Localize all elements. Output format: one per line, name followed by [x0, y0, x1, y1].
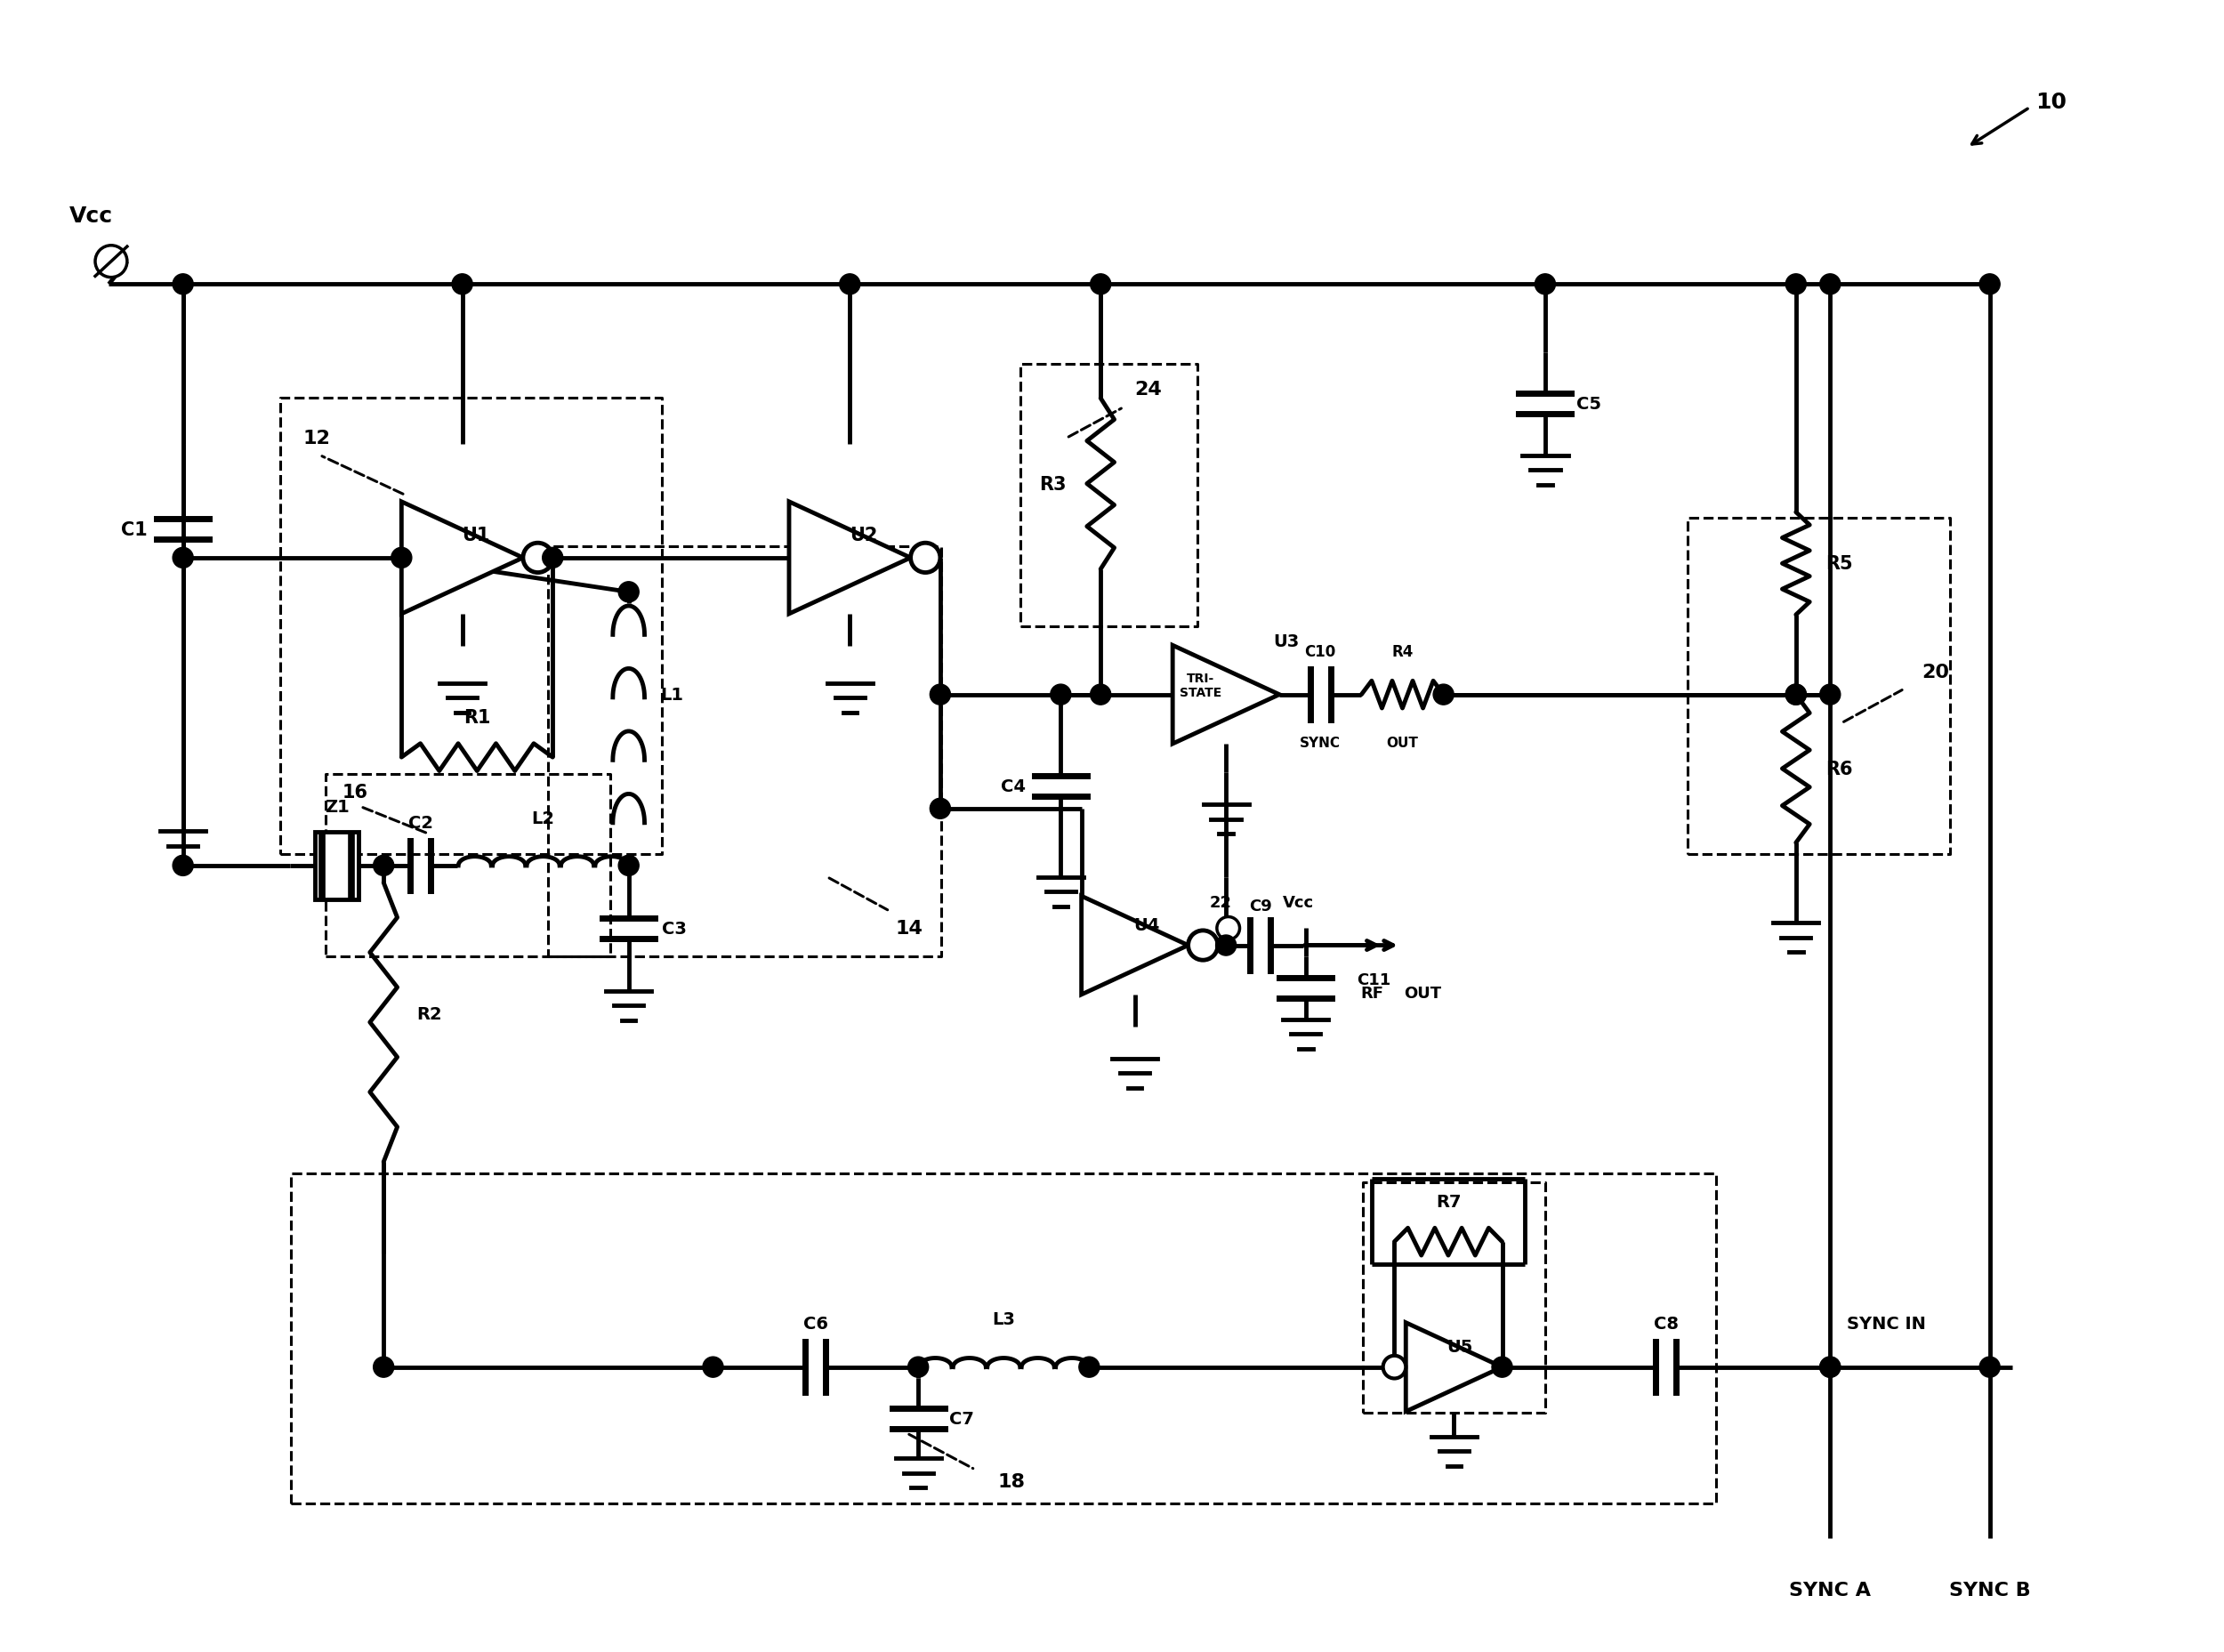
Circle shape [1786, 684, 1806, 705]
Text: C7: C7 [950, 1411, 974, 1427]
Text: C6: C6 [803, 1315, 827, 1332]
Text: OUT: OUT [1403, 986, 1441, 1001]
Text: U4: U4 [1134, 917, 1159, 933]
Circle shape [523, 544, 552, 573]
Text: C11: C11 [1357, 971, 1390, 988]
Circle shape [1535, 274, 1555, 296]
Circle shape [173, 548, 193, 568]
Text: C1: C1 [120, 520, 147, 539]
Text: TRI-
STATE: TRI- STATE [1181, 672, 1221, 699]
Text: U1: U1 [463, 527, 489, 545]
Text: SYNC B: SYNC B [1948, 1581, 2031, 1597]
Circle shape [841, 274, 861, 296]
Text: C10: C10 [1305, 644, 1337, 659]
Text: Vcc: Vcc [69, 206, 113, 226]
Text: U2: U2 [850, 527, 878, 545]
Text: R4: R4 [1392, 644, 1412, 659]
Circle shape [1819, 1356, 1841, 1378]
Circle shape [1979, 1356, 1999, 1378]
Circle shape [451, 274, 471, 296]
Text: 12: 12 [302, 430, 329, 448]
Circle shape [1432, 684, 1454, 705]
Polygon shape [1081, 897, 1188, 995]
Circle shape [1819, 684, 1841, 705]
Circle shape [1217, 917, 1239, 940]
Circle shape [1819, 274, 1841, 296]
Circle shape [618, 582, 638, 603]
Text: C9: C9 [1250, 897, 1272, 914]
Circle shape [1217, 935, 1237, 957]
Polygon shape [1172, 646, 1279, 743]
Circle shape [930, 684, 950, 705]
Circle shape [930, 798, 950, 819]
Polygon shape [403, 502, 523, 615]
Circle shape [1786, 684, 1806, 705]
Text: SYNC: SYNC [1299, 737, 1341, 750]
Polygon shape [790, 502, 910, 615]
Text: OUT: OUT [1386, 737, 1419, 750]
Text: R2: R2 [416, 1006, 443, 1023]
Text: C2: C2 [409, 814, 434, 831]
Circle shape [1383, 1356, 1406, 1378]
Circle shape [391, 548, 411, 568]
Text: L1: L1 [661, 687, 683, 704]
Text: L2: L2 [532, 809, 554, 826]
Text: 14: 14 [896, 920, 923, 937]
Text: 24: 24 [1134, 380, 1163, 398]
Circle shape [173, 274, 193, 296]
Text: C5: C5 [1577, 396, 1601, 413]
Circle shape [910, 544, 941, 573]
Circle shape [1079, 1356, 1099, 1378]
Circle shape [543, 548, 563, 568]
Text: R3: R3 [1039, 476, 1065, 492]
Text: R6: R6 [1826, 760, 1853, 778]
Circle shape [1492, 1356, 1512, 1378]
Text: C4: C4 [1001, 778, 1025, 795]
Polygon shape [1406, 1323, 1501, 1411]
Circle shape [1090, 274, 1110, 296]
Text: Z1: Z1 [325, 798, 349, 814]
Circle shape [618, 856, 638, 876]
Circle shape [1979, 274, 1999, 296]
Text: 22: 22 [1210, 894, 1232, 910]
Circle shape [1786, 274, 1806, 296]
Text: C8: C8 [1655, 1315, 1679, 1332]
Bar [316, 833, 358, 900]
Circle shape [1050, 684, 1072, 705]
Circle shape [173, 856, 193, 876]
Circle shape [1819, 1356, 1841, 1378]
Text: U3: U3 [1274, 633, 1299, 649]
Circle shape [374, 856, 394, 876]
Text: U5: U5 [1446, 1338, 1472, 1355]
Text: 18: 18 [999, 1472, 1025, 1490]
Text: Vcc: Vcc [1283, 894, 1314, 910]
Text: 10: 10 [2035, 93, 2066, 114]
Text: L3: L3 [992, 1312, 1014, 1328]
Circle shape [374, 1356, 394, 1378]
Text: SYNC A: SYNC A [1790, 1581, 1870, 1597]
Circle shape [1090, 684, 1110, 705]
Circle shape [907, 1356, 927, 1378]
Circle shape [1188, 930, 1219, 960]
Text: RF: RF [1361, 986, 1383, 1001]
Text: R1: R1 [463, 709, 492, 727]
Text: R5: R5 [1826, 555, 1853, 573]
Text: 16: 16 [342, 783, 369, 801]
Circle shape [703, 1356, 723, 1378]
Text: C3: C3 [663, 920, 687, 937]
Text: R7: R7 [1437, 1193, 1461, 1211]
Circle shape [96, 246, 127, 278]
Text: SYNC IN: SYNC IN [1848, 1315, 1926, 1332]
Text: 20: 20 [1922, 664, 1948, 681]
